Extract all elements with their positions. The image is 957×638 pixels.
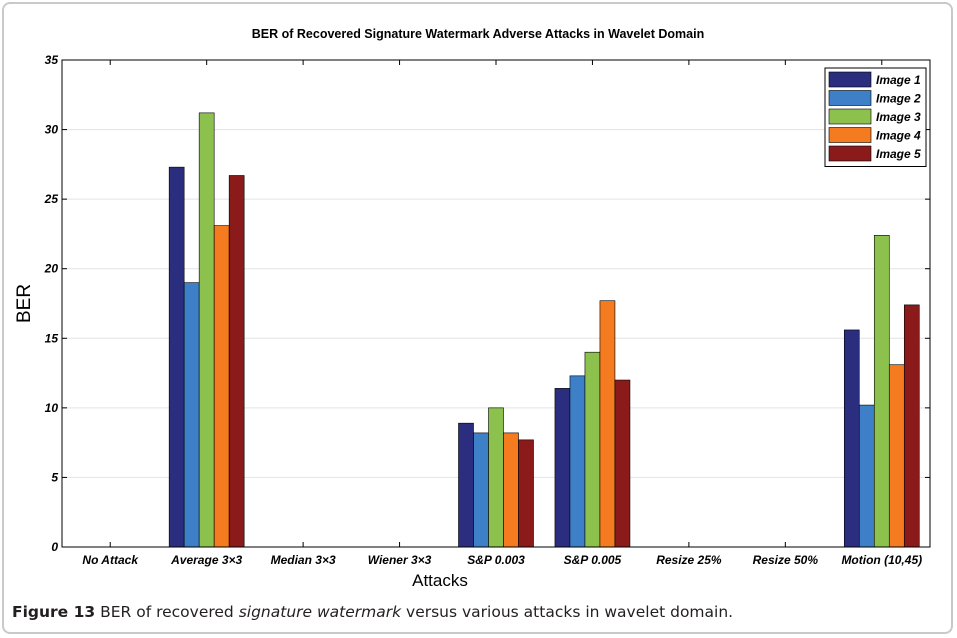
y-tick-label: 15 (45, 331, 59, 345)
x-tick-label: S&P 0.003 (467, 553, 525, 567)
x-tick-label: Resize 50% (753, 553, 819, 567)
y-tick-label: 10 (45, 401, 59, 415)
bar (843, 329, 860, 548)
y-tick-label: 20 (44, 262, 59, 276)
y-axis-label: BER (14, 284, 35, 323)
x-tick-label: No Attack (82, 553, 139, 567)
bar (198, 112, 215, 548)
y-tick-label: 30 (45, 123, 59, 137)
bar (518, 439, 534, 548)
legend: Image 1 Image 2 Image 3 Image 4 Image 5 (824, 67, 927, 167)
x-tick-label: Resize 25% (656, 553, 722, 567)
bar (168, 166, 185, 548)
x-tick-label: Motion (10,45) (841, 553, 922, 567)
bar (213, 225, 230, 548)
figure-caption: Figure 13 BER of recovered signature wat… (12, 603, 733, 621)
legend-label: Image 5 (876, 147, 921, 161)
y-tick-label: 25 (44, 192, 59, 206)
caption-text-after: versus various attacks in wavelet domain… (401, 603, 734, 621)
x-tick-label: S&P 0.005 (564, 553, 622, 567)
legend-label: Image 4 (876, 129, 921, 143)
y-tick-label: 5 (51, 470, 58, 484)
x-axis-label: Attacks (412, 571, 468, 590)
bar-chart: 0 5 10 15 20 25 30 35 No Attack Average 3×3 Median… (14, 27, 931, 590)
legend-swatch (828, 145, 872, 162)
bar (873, 235, 890, 548)
bar (569, 375, 586, 548)
legend-label: Image 3 (876, 110, 921, 124)
bar (473, 432, 489, 548)
legend-swatch (828, 71, 872, 88)
bar (584, 351, 601, 548)
bar (228, 175, 245, 548)
y-tick-label: 0 (51, 540, 58, 554)
caption-text-before: BER of recovered (95, 603, 239, 621)
x-tick-label: Wiener 3×3 (368, 553, 432, 567)
x-tick-label: Median 3×3 (271, 553, 336, 567)
bar (458, 422, 474, 548)
bar (858, 404, 875, 548)
bar (488, 407, 504, 548)
legend-label: Image 1 (876, 73, 921, 87)
y-tick-label: 35 (45, 53, 59, 67)
legend-swatch (828, 127, 872, 143)
bar (599, 300, 616, 548)
caption-label: Figure 13 (12, 603, 96, 621)
x-tick-label: Average 3×3 (170, 553, 242, 567)
legend-label: Image 2 (876, 92, 921, 106)
bar (888, 364, 905, 548)
legend-swatch (828, 108, 872, 125)
bar (554, 388, 571, 548)
bar (614, 379, 631, 548)
bar (503, 432, 519, 548)
chart-title: BER of Recovered Signature Watermark Adv… (252, 27, 704, 41)
axes-box (61, 59, 931, 548)
bar (903, 304, 920, 548)
bar (183, 282, 200, 548)
caption-text-italic: signature watermark (238, 603, 402, 621)
legend-swatch (828, 90, 872, 106)
